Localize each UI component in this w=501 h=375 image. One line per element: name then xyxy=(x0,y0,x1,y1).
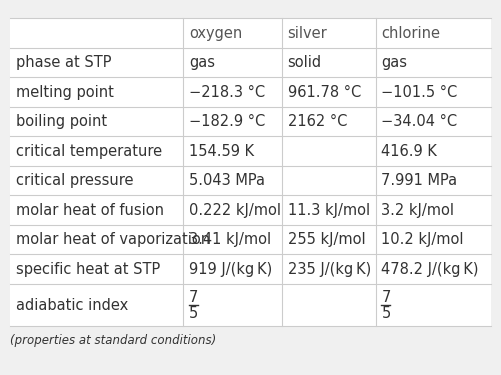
Text: 7: 7 xyxy=(189,290,198,305)
Text: oxygen: oxygen xyxy=(189,26,242,40)
Text: critical temperature: critical temperature xyxy=(16,144,162,159)
Text: molar heat of vaporization: molar heat of vaporization xyxy=(16,232,210,247)
Text: gas: gas xyxy=(189,55,215,70)
Text: phase at STP: phase at STP xyxy=(16,55,111,70)
Text: −182.9 °C: −182.9 °C xyxy=(189,114,265,129)
Text: 961.78 °C: 961.78 °C xyxy=(288,85,361,100)
Text: 2162 °C: 2162 °C xyxy=(288,114,347,129)
Text: 416.9 K: 416.9 K xyxy=(381,144,437,159)
Text: 5: 5 xyxy=(189,306,198,321)
Text: critical pressure: critical pressure xyxy=(16,173,133,188)
Text: 3.41 kJ/mol: 3.41 kJ/mol xyxy=(189,232,271,247)
Text: 919 J/(kg K): 919 J/(kg K) xyxy=(189,262,272,277)
Text: 255 kJ/mol: 255 kJ/mol xyxy=(288,232,365,247)
Text: −218.3 °C: −218.3 °C xyxy=(189,85,265,100)
Text: chlorine: chlorine xyxy=(381,26,440,40)
Text: 154.59 K: 154.59 K xyxy=(189,144,254,159)
Text: (properties at standard conditions): (properties at standard conditions) xyxy=(10,334,216,346)
Text: 478.2 J/(kg K): 478.2 J/(kg K) xyxy=(381,262,479,277)
Text: boiling point: boiling point xyxy=(16,114,107,129)
Text: molar heat of fusion: molar heat of fusion xyxy=(16,202,164,217)
Text: 11.3 kJ/mol: 11.3 kJ/mol xyxy=(288,202,370,217)
Text: 7: 7 xyxy=(381,290,391,305)
Text: gas: gas xyxy=(381,55,407,70)
Text: 5.043 MPa: 5.043 MPa xyxy=(189,173,265,188)
Text: 5: 5 xyxy=(381,306,391,321)
Text: 10.2 kJ/mol: 10.2 kJ/mol xyxy=(381,232,464,247)
Text: melting point: melting point xyxy=(16,85,114,100)
Text: −34.04 °C: −34.04 °C xyxy=(381,114,457,129)
Text: silver: silver xyxy=(288,26,327,40)
Text: specific heat at STP: specific heat at STP xyxy=(16,262,160,277)
Text: 3.2 kJ/mol: 3.2 kJ/mol xyxy=(381,202,454,217)
Text: 7.991 MPa: 7.991 MPa xyxy=(381,173,457,188)
Text: adiabatic index: adiabatic index xyxy=(16,298,128,313)
Text: 0.222 kJ/mol: 0.222 kJ/mol xyxy=(189,202,281,217)
Text: 235 J/(kg K): 235 J/(kg K) xyxy=(288,262,371,277)
Text: −101.5 °C: −101.5 °C xyxy=(381,85,457,100)
Text: solid: solid xyxy=(288,55,322,70)
